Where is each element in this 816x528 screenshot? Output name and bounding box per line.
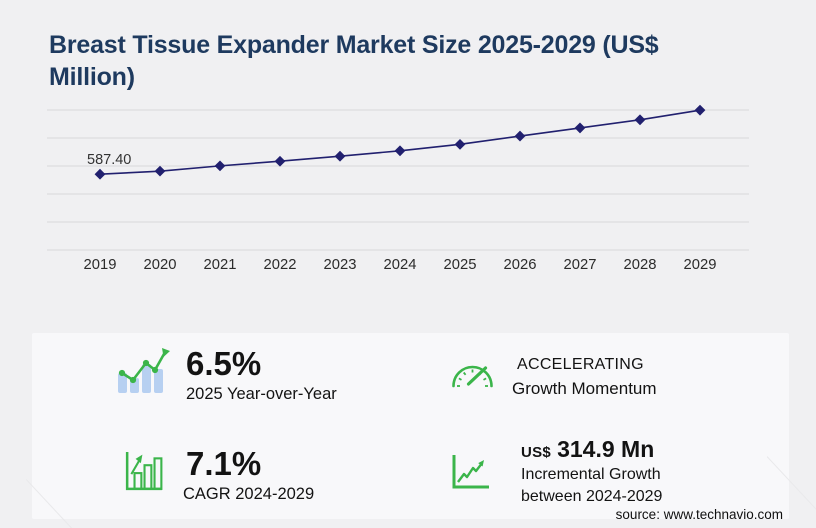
line-graph-axis-icon [452, 455, 489, 489]
currency-prefix: US$ [521, 444, 552, 461]
source-attribution: source: www.technavio.com [615, 507, 783, 522]
svg-text:2022: 2022 [264, 257, 297, 273]
cagr-label: CAGR 2024-2029 [183, 485, 315, 503]
speedometer-icon [452, 365, 493, 388]
yoy-value: 6.5% [186, 345, 262, 382]
svg-text:2023: 2023 [324, 257, 357, 273]
growth-bars-icon [118, 348, 170, 393]
first-point-data-label: 587.40 [87, 152, 131, 168]
svg-text:2021: 2021 [204, 257, 237, 273]
yoy-label: 2025 Year-over-Year [186, 385, 337, 403]
svg-text:2029: 2029 [684, 257, 717, 273]
momentum-label: Growth Momentum [512, 379, 657, 398]
bar-chart-frame-icon [125, 452, 163, 491]
svg-text:2028: 2028 [624, 257, 657, 273]
incremental-amount: 314.9 Mn [557, 436, 655, 462]
momentum-value: ACCELERATING [517, 356, 644, 373]
cagr-value: 7.1% [186, 445, 262, 482]
svg-text:2025: 2025 [444, 257, 477, 273]
svg-text:2020: 2020 [144, 257, 177, 273]
svg-text:2024: 2024 [384, 257, 417, 273]
svg-text:2027: 2027 [564, 257, 597, 273]
page-title: Breast Tissue Expander Market Size 2025-… [49, 30, 659, 91]
market-size-line-chart: 2019 2020 2021 2022 2023 2024 2025 2026 2027 2028… [47, 104, 749, 273]
svg-text:2026: 2026 [504, 257, 537, 273]
svg-text:2019: 2019 [84, 257, 117, 273]
incremental-label: Incremental Growth between 2024-2029 [521, 466, 663, 505]
incremental-value: US$ 314.9 Mn [521, 436, 654, 463]
